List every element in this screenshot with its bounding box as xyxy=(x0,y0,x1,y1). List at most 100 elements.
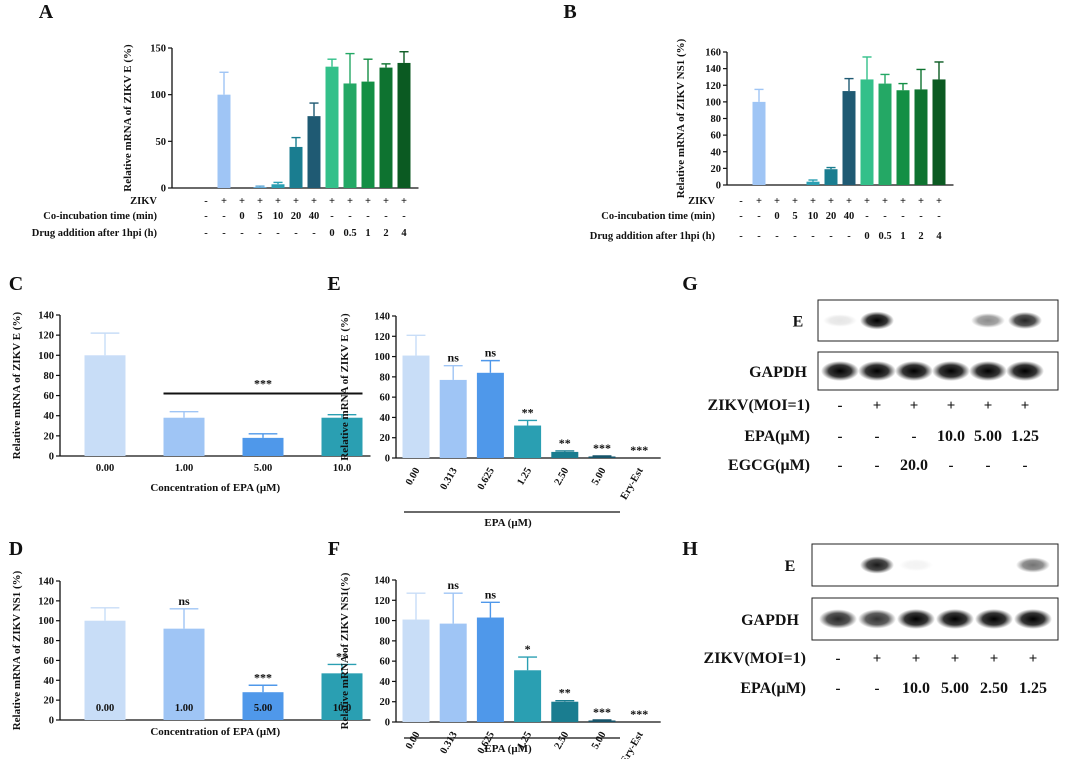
significance-label: *** xyxy=(593,441,611,455)
band-e-lane-5 xyxy=(1008,311,1042,330)
bar-A-6 xyxy=(307,116,321,188)
condition-cell: - xyxy=(240,228,244,239)
condition-row-label: ZIKV xyxy=(688,196,715,207)
y-tick-label: 0 xyxy=(49,452,54,463)
condition-cell: - xyxy=(402,211,406,222)
bar-E-1 xyxy=(439,379,467,458)
condition-cell: - xyxy=(793,231,797,242)
x-tick-label: 2.50 xyxy=(553,466,572,487)
x-axis-label: EPA (μM) xyxy=(484,517,532,529)
band-label-gapdh: GAPDH xyxy=(741,612,799,629)
bar-C-0 xyxy=(84,355,126,456)
bar-F-1 xyxy=(439,623,467,722)
blot-cell: 10.0 xyxy=(902,680,930,697)
bar-A-3 xyxy=(253,187,267,188)
y-tick-label: 60 xyxy=(380,657,391,668)
y-tick-label: 120 xyxy=(374,596,390,607)
band-gapdh-lane-4 xyxy=(969,361,1007,381)
panel-E: E 0 20 40 60 80 100 120 140 Relative mRNA of ZIKV… xyxy=(327,273,661,529)
significance-label: ** xyxy=(559,436,571,450)
y-axis-label: Relative mRNA of ZIKV E (%) xyxy=(122,44,134,192)
bar-F-5 xyxy=(588,720,616,722)
blot-cell: 5.00 xyxy=(941,680,969,697)
bar-A-8 xyxy=(343,83,357,188)
condition-cell: - xyxy=(384,211,388,222)
band-e-lane-5 xyxy=(1016,557,1050,573)
y-tick-label: 160 xyxy=(705,48,721,59)
x-axis-label: EPA (μM) xyxy=(484,743,532,755)
bar-A-5 xyxy=(289,146,303,188)
significance-label: ns xyxy=(448,578,460,592)
condition-cell: 1 xyxy=(900,231,905,242)
condition-cell: 1 xyxy=(365,228,370,239)
condition-cell: + xyxy=(900,196,906,207)
condition-cell: 2 xyxy=(383,228,388,239)
bar-C-2 xyxy=(242,437,284,456)
condition-cell: 0.5 xyxy=(878,231,891,242)
blot-cell: - xyxy=(838,398,843,414)
panel-label-D: D xyxy=(9,538,23,560)
blot-cell: - xyxy=(838,429,843,445)
blot-row-label: ZIKV(MOI=1) xyxy=(708,397,810,414)
condition-cell: 10 xyxy=(273,211,284,222)
y-tick-label: 80 xyxy=(711,114,722,125)
condition-cell: - xyxy=(348,211,352,222)
x-tick-label: 5.00 xyxy=(254,463,272,474)
significance-label: *** xyxy=(254,670,272,684)
band-gapdh-lane-0 xyxy=(821,361,859,381)
y-axis-label: Relative mRNA of ZIKV NS1 (%) xyxy=(11,570,23,730)
blot-cell: + xyxy=(912,651,921,667)
blot-cell: + xyxy=(1021,398,1030,414)
band-gapdh-lane-0 xyxy=(819,609,857,629)
blot-cell: - xyxy=(1023,458,1028,474)
panel-label-H: H xyxy=(682,538,698,560)
blot-cell: - xyxy=(912,429,917,445)
x-tick-label: Ery-Est xyxy=(619,730,646,759)
condition-cell: - xyxy=(883,211,887,222)
y-tick-label: 60 xyxy=(44,656,55,667)
condition-cell: 0 xyxy=(329,228,334,239)
y-tick-label: 100 xyxy=(374,352,390,363)
bar-C-1 xyxy=(163,417,205,456)
condition-cell: + xyxy=(846,196,852,207)
x-axis-label: Concentration of EPA (μM) xyxy=(150,726,280,738)
panel-label-F: F xyxy=(328,538,340,560)
condition-cell: + xyxy=(275,196,281,207)
x-tick-label: 1.00 xyxy=(175,463,193,474)
blot-cell: - xyxy=(836,681,841,697)
bar-B-6 xyxy=(842,91,856,185)
bar-D-2 xyxy=(242,692,284,720)
panel-label-B: B xyxy=(563,1,576,23)
blot-cell: - xyxy=(875,429,880,445)
band-gapdh-lane-5 xyxy=(1014,609,1052,629)
condition-cell: 5 xyxy=(257,211,262,222)
panel-C: C 0 20 40 60 80 100 120 140 Relative mRNA of ZIKV… xyxy=(9,273,371,494)
condition-cell: - xyxy=(739,196,743,207)
condition-cell: - xyxy=(294,228,298,239)
x-tick-label: 1.00 xyxy=(175,703,193,714)
y-tick-label: 120 xyxy=(38,331,54,342)
bar-B-9 xyxy=(896,90,910,185)
condition-cell: + xyxy=(828,196,834,207)
y-tick-label: 20 xyxy=(380,433,391,444)
significance-label: *** xyxy=(254,377,272,391)
band-e-lane-1 xyxy=(860,556,894,574)
condition-cell: + xyxy=(792,196,798,207)
band-gapdh-lane-2 xyxy=(895,361,933,381)
bar-D-3 xyxy=(321,673,363,720)
significance-label: *** xyxy=(630,443,648,457)
blot-row-label: ZIKV(MOI=1) xyxy=(704,650,806,667)
blot-cell: + xyxy=(873,651,882,667)
bar-E-3 xyxy=(514,425,542,458)
y-tick-label: 0 xyxy=(385,454,390,465)
y-tick-label: 100 xyxy=(374,616,390,627)
significance-label: ns xyxy=(485,346,497,360)
condition-cell: - xyxy=(204,196,208,207)
blot-cell: - xyxy=(986,458,991,474)
condition-cell: 20 xyxy=(291,211,302,222)
condition-cell: - xyxy=(829,231,833,242)
panel-label-C: C xyxy=(9,273,23,295)
y-tick-label: 100 xyxy=(38,351,54,362)
